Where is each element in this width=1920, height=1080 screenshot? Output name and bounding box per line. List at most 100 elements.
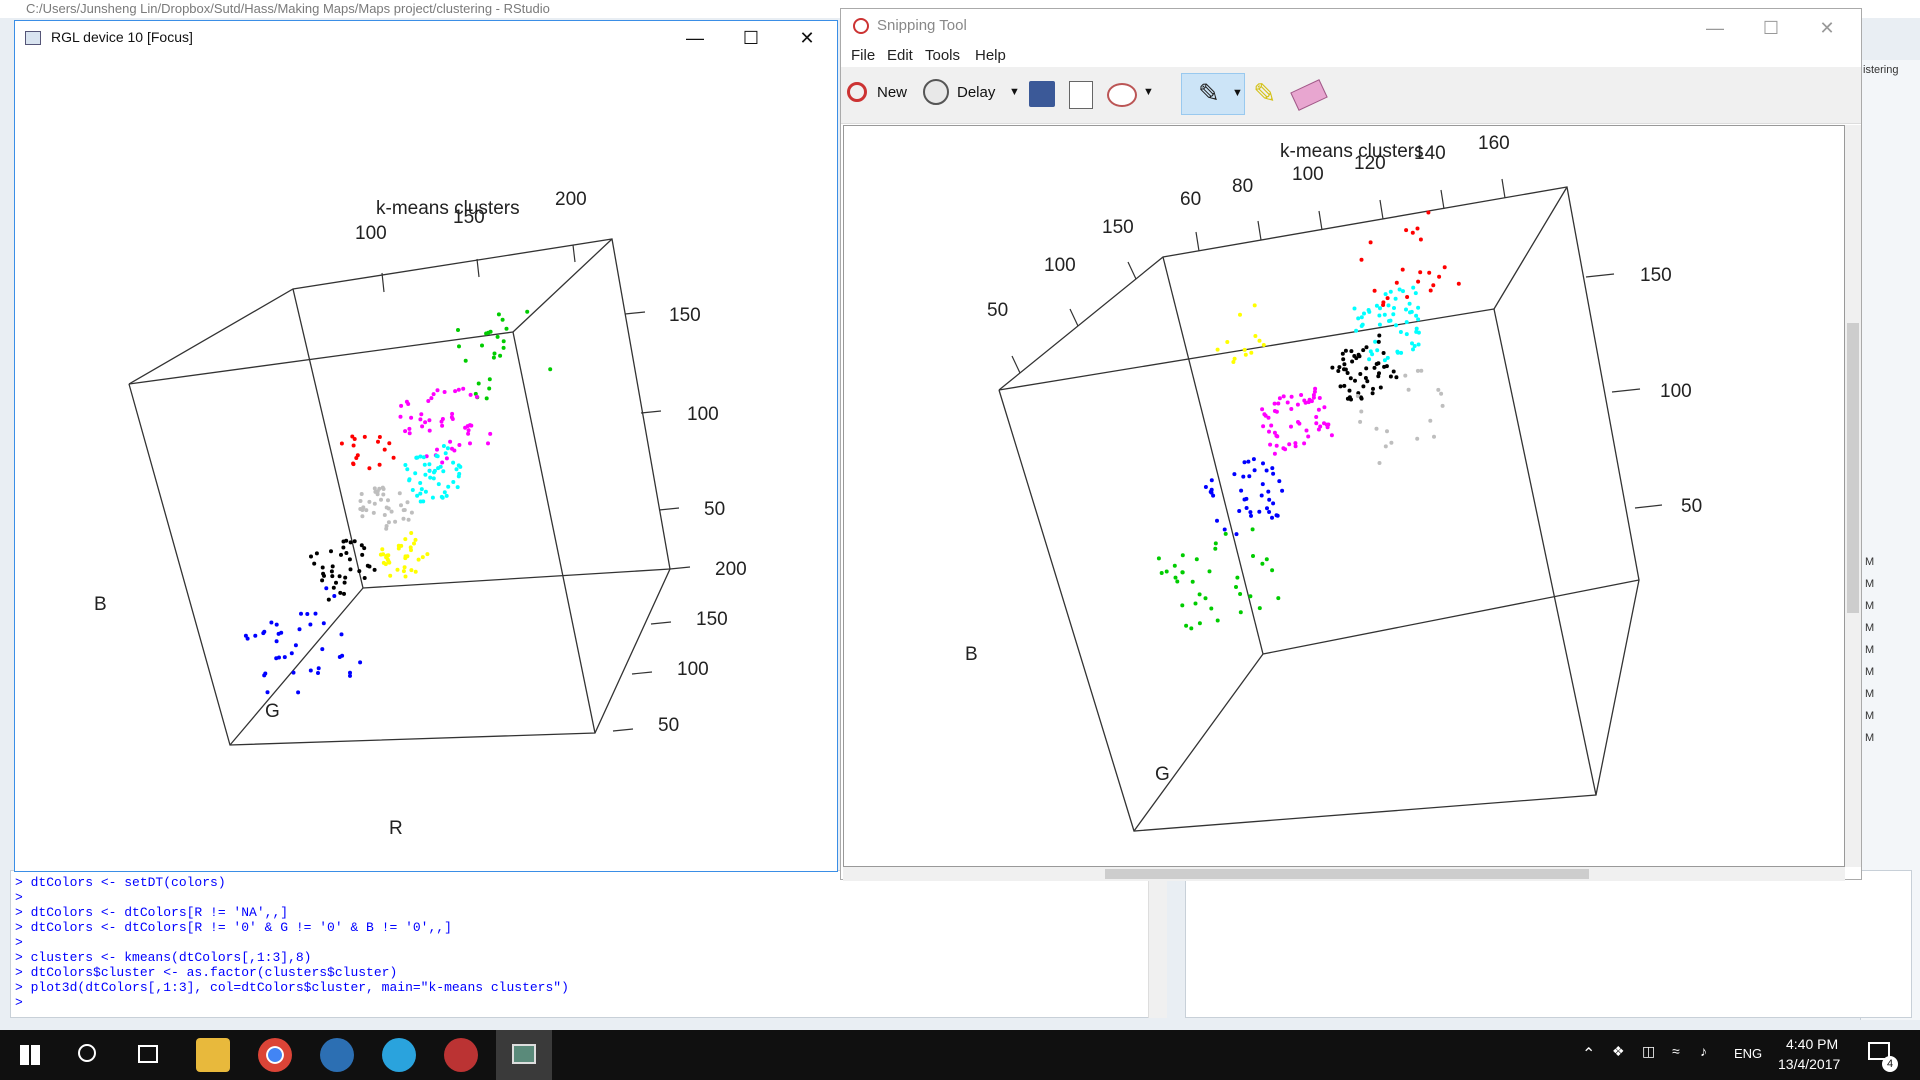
highlighter-icon[interactable]: ✎ <box>1253 78 1277 109</box>
minimize-icon[interactable]: — <box>1706 18 1724 38</box>
language-indicator[interactable]: ENG <box>1734 1046 1763 1061</box>
snip-point-magenta <box>1296 420 1300 424</box>
rgl-right-tick: 100 <box>687 404 719 425</box>
scissors-icon <box>847 82 867 102</box>
console-scrollbar[interactable] <box>1148 870 1167 1018</box>
r-icon[interactable] <box>320 1038 354 1072</box>
rgl-point-gray <box>409 510 414 515</box>
snip-point-green <box>1270 568 1275 573</box>
snip-point-green <box>1159 571 1164 575</box>
rgl-point-yellow <box>380 547 385 552</box>
chevron-down-icon[interactable]: ▼ <box>1143 86 1154 98</box>
snip-point-magenta <box>1275 434 1280 439</box>
snip-point-cyan <box>1359 315 1364 320</box>
clock-date[interactable]: 13/4/2017 <box>1778 1056 1841 1072</box>
snip-point-green <box>1172 563 1177 568</box>
close-icon[interactable]: ✕ <box>799 28 815 48</box>
scroll-thumb[interactable] <box>1105 869 1589 879</box>
snip-vertical-scrollbar[interactable] <box>1845 125 1861 867</box>
windows-start-icon[interactable] <box>20 1045 40 1065</box>
dropbox-icon[interactable]: ❖ <box>1612 1043 1625 1059</box>
snip-horizontal-scrollbar[interactable] <box>843 867 1845 881</box>
new-snip-button[interactable]: New <box>845 77 909 109</box>
rgl-3d-plot[interactable]: k-means clusters 100 150 200 150 100 50 … <box>15 55 837 871</box>
menu-help[interactable]: Help <box>975 47 1006 64</box>
snip-point-blue <box>1270 515 1274 520</box>
send-snip-icon[interactable] <box>1107 83 1137 107</box>
snip-point-green <box>1264 557 1269 562</box>
delay-button[interactable]: Delay ▼ <box>923 77 1023 109</box>
close-icon[interactable]: ✕ <box>1819 18 1835 38</box>
rgl-point-blue <box>313 611 318 616</box>
rgl-plot-title: k-means clusters <box>376 198 520 219</box>
rgl-point-cyan <box>445 446 450 451</box>
copy-icon[interactable] <box>1069 81 1093 109</box>
snip-point-black <box>1343 348 1348 353</box>
maximize-icon[interactable]: ☐ <box>1762 18 1780 38</box>
rgl-point-magenta <box>444 456 449 461</box>
rgl-point-gray <box>393 519 398 524</box>
minimize-icon[interactable]: — <box>686 28 704 48</box>
snip-point-cyan <box>1375 348 1380 353</box>
rgl-point-red <box>382 447 387 452</box>
rgl-top-tick: 150 <box>453 207 485 228</box>
wifi-icon[interactable]: ≈ <box>1672 1043 1680 1059</box>
action-center-icon[interactable] <box>1868 1042 1890 1060</box>
menu-tools[interactable]: Tools <box>925 47 961 64</box>
rgl-point-cyan <box>430 495 435 500</box>
rgl-point-gray <box>372 501 377 506</box>
right-tab-label[interactable]: istering <box>1863 64 1899 76</box>
r-console[interactable]: > dtColors <- setDT(colors) > > dtColors <… <box>10 870 1160 1018</box>
rgl-point-yellow <box>396 546 401 551</box>
snip-point-green <box>1213 541 1218 546</box>
snip-point-green <box>1189 626 1194 631</box>
maximize-icon[interactable]: ☐ <box>742 28 760 48</box>
rgl-point-red <box>352 437 357 441</box>
rgl-point-cyan <box>415 455 420 460</box>
rgl-point-cyan <box>431 476 436 481</box>
snip-point-yellow <box>1243 352 1248 357</box>
search-icon[interactable] <box>78 1044 96 1062</box>
rgl-point-black <box>312 561 317 566</box>
rgl-point-gray <box>384 505 389 510</box>
rgl-point-magenta <box>448 439 453 444</box>
rgl-point-green <box>525 309 530 314</box>
battery-icon[interactable]: ◫ <box>1642 1043 1656 1059</box>
snip-point-black <box>1384 364 1389 369</box>
rgl-point-blue <box>297 627 302 632</box>
telegram-icon[interactable] <box>382 1038 416 1072</box>
save-icon[interactable] <box>1029 81 1055 107</box>
snip-point-green <box>1180 553 1185 558</box>
rgl-taskbar-button[interactable] <box>496 1030 552 1080</box>
scroll-thumb[interactable] <box>1847 323 1859 613</box>
rgl-point-black <box>362 546 367 551</box>
snip-point-cyan <box>1416 342 1421 347</box>
console-line: > plot3d(dtColors[,1:3], col=dtColors$cl… <box>15 980 569 995</box>
task-view-icon[interactable] <box>138 1045 158 1063</box>
snip-point-cyan <box>1377 313 1382 318</box>
clock-time[interactable]: 4:40 PM <box>1786 1036 1839 1052</box>
side-letter: M <box>1865 622 1875 634</box>
rgl-point-red <box>367 466 372 471</box>
rgl-point-black <box>359 543 364 548</box>
chevron-down-icon[interactable]: ▼ <box>1232 87 1243 99</box>
chevron-up-icon[interactable]: ⌃ <box>1582 1046 1596 1063</box>
chevron-down-icon[interactable]: ▼ <box>1009 86 1020 98</box>
menu-edit[interactable]: Edit <box>887 47 913 64</box>
snip-point-cyan <box>1404 332 1409 337</box>
chrome-icon[interactable] <box>258 1038 292 1072</box>
file-explorer-icon[interactable] <box>196 1038 230 1072</box>
snip-point-cyan <box>1398 330 1403 334</box>
volume-icon[interactable]: ♪ <box>1700 1043 1707 1059</box>
eraser-icon[interactable] <box>1290 79 1328 111</box>
snip-point-red <box>1418 237 1423 242</box>
snip-point-magenta <box>1287 442 1292 447</box>
snipping-tool-taskbar-icon[interactable] <box>444 1038 478 1072</box>
snip-point-blue <box>1244 496 1249 501</box>
pen-button[interactable]: ✎ ▼ <box>1181 73 1245 115</box>
menu-file[interactable]: File <box>851 47 876 64</box>
snip-point-cyan <box>1392 306 1396 310</box>
side-letter: M <box>1865 732 1875 744</box>
snip-canvas[interactable]: k-means clusters 60 80 100 120 140 160 1… <box>843 125 1845 867</box>
snip-axis-label-b: B <box>965 644 978 665</box>
